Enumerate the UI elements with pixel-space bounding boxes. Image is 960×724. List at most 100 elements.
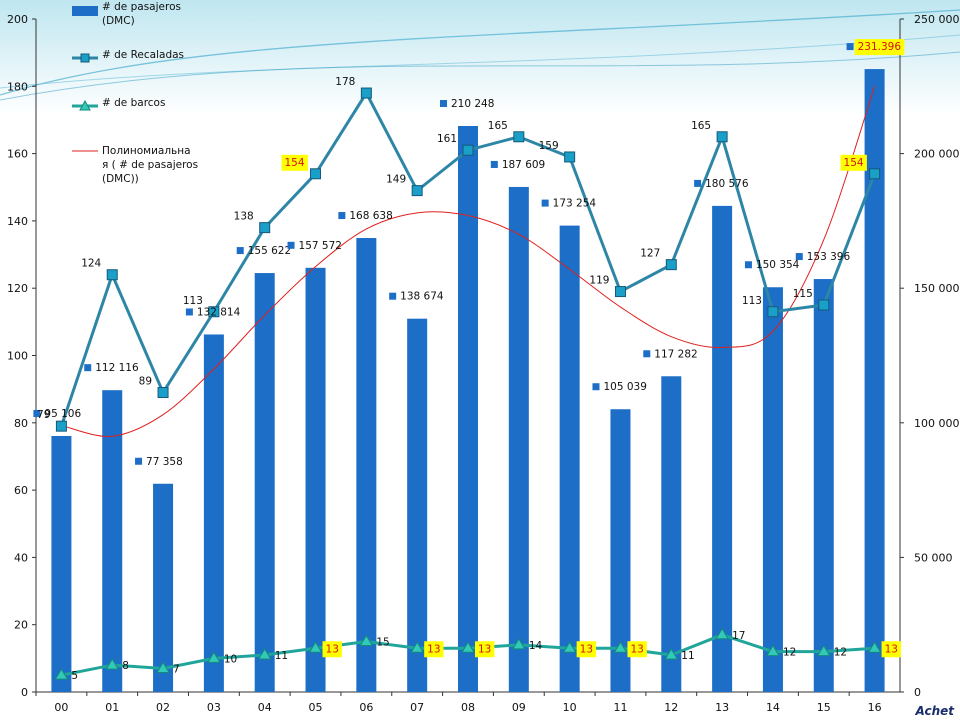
recaladas-marker bbox=[259, 222, 271, 234]
recaladas-value-label: 138 bbox=[234, 211, 254, 223]
recaladas-marker bbox=[564, 151, 576, 163]
barcos-marker bbox=[867, 641, 882, 653]
recaladas-marker bbox=[106, 269, 118, 281]
right-tick-label: 0 bbox=[914, 686, 921, 699]
trendline-polynomial bbox=[61, 86, 876, 437]
left-tick-label: 120 bbox=[7, 282, 28, 295]
recaladas-value-label: 178 bbox=[335, 76, 355, 88]
bar-label-marker bbox=[236, 247, 244, 255]
x-tick-label: 11 bbox=[613, 701, 627, 714]
label-highlight bbox=[576, 641, 597, 658]
barcos-value-label: 5 bbox=[71, 670, 78, 682]
barcos-value-label: 7 bbox=[173, 663, 180, 675]
barcos-value-label: 13 bbox=[630, 643, 643, 655]
x-tick-label: 02 bbox=[156, 701, 170, 714]
barcos-value-label: 10 bbox=[224, 653, 237, 665]
recaladas-value-label: 119 bbox=[589, 275, 609, 287]
bar-label-marker bbox=[338, 212, 346, 220]
legend-label-barcos: # de barcos bbox=[102, 96, 165, 110]
label-highlight bbox=[322, 641, 342, 658]
barcos-value-label: 13 bbox=[326, 643, 339, 655]
bar-value-label: 138 674 bbox=[400, 291, 444, 303]
legend-item-trend: Полиномиальна я ( # de pasajeros (DMC)) bbox=[72, 144, 212, 204]
recaladas-value-label: 127 bbox=[640, 248, 660, 260]
decor-wave-3 bbox=[0, 51, 960, 101]
bar-value-label: 155 622 bbox=[248, 245, 291, 257]
bar-value-label: 180 576 bbox=[705, 178, 749, 190]
bar-value-label: 132 814 bbox=[197, 306, 241, 318]
barcos-marker bbox=[105, 658, 120, 670]
right-tick-label: 50 000 bbox=[914, 551, 953, 564]
bar-pasajeros bbox=[407, 318, 428, 692]
x-tick-label: 08 bbox=[461, 701, 475, 714]
recaladas-value-label: 165 bbox=[488, 120, 508, 132]
barcos-value-label: 14 bbox=[529, 640, 543, 652]
recaladas-marker bbox=[157, 387, 169, 399]
right-tick-label: 150 000 bbox=[914, 282, 960, 295]
bar-pasajeros bbox=[51, 435, 72, 692]
legend-label-line: # de barcos bbox=[102, 97, 166, 109]
bar-pasajeros bbox=[254, 273, 275, 692]
recaladas-marker bbox=[360, 87, 372, 99]
x-tick-label: 06 bbox=[359, 701, 373, 714]
bar-pasajeros bbox=[508, 186, 529, 692]
bar-value-label: 77 358 bbox=[146, 456, 183, 468]
barcos-marker bbox=[766, 644, 780, 657]
recaladas-marker bbox=[767, 306, 779, 318]
bar-label-marker bbox=[592, 383, 600, 391]
label-highlight bbox=[627, 641, 647, 658]
left-tick-label: 100 bbox=[7, 350, 28, 363]
recaladas-marker bbox=[513, 131, 525, 143]
bar-label-marker bbox=[744, 261, 752, 269]
bar-label-marker bbox=[846, 43, 854, 51]
bar-pasajeros bbox=[813, 279, 834, 692]
legend-label-line: (DMC) bbox=[102, 15, 135, 27]
legend-swatch-line-square bbox=[72, 53, 98, 63]
bar-label-marker bbox=[694, 179, 702, 187]
barcos-value-label: 13 bbox=[478, 643, 491, 655]
barcos-value-label: 17 bbox=[732, 630, 745, 642]
left-tick-label: 200 bbox=[7, 13, 28, 26]
bar-pasajeros bbox=[762, 287, 783, 692]
recaladas-value-label: 154 bbox=[284, 157, 304, 169]
recaladas-value-label: 124 bbox=[81, 258, 101, 270]
bar-pasajeros bbox=[102, 390, 123, 692]
barcos-value-label: 13 bbox=[427, 643, 440, 655]
x-tick-label: 12 bbox=[664, 701, 678, 714]
lines-layer bbox=[54, 87, 882, 680]
recaladas-marker bbox=[55, 420, 67, 432]
recaladas-value-label: 165 bbox=[691, 120, 711, 132]
label-highlight bbox=[854, 39, 905, 56]
trend-layer bbox=[61, 86, 876, 437]
barcos-marker bbox=[359, 634, 374, 647]
legend-label-line: # de Recaladas bbox=[102, 49, 185, 61]
bar-value-label: 231.396 bbox=[858, 41, 902, 53]
x-tick-label: 15 bbox=[817, 701, 831, 714]
barcos-value-label: 12 bbox=[783, 647, 796, 659]
x-tick-label: 03 bbox=[207, 701, 221, 714]
bar-label-marker bbox=[389, 292, 397, 300]
bar-label-marker bbox=[84, 364, 92, 372]
legend-swatch-trend bbox=[72, 150, 98, 152]
bar-label-marker bbox=[643, 350, 651, 358]
recaladas-value-label: 89 bbox=[139, 376, 152, 388]
recaladas-marker bbox=[462, 144, 474, 156]
barcos-marker bbox=[206, 651, 221, 663]
x-tick-label: 07 bbox=[410, 701, 424, 714]
label-highlight bbox=[881, 641, 901, 658]
left-tick-label: 40 bbox=[14, 551, 28, 564]
barcos-marker bbox=[461, 641, 475, 653]
barcos-marker bbox=[511, 637, 526, 650]
bar-value-label: 187 609 bbox=[502, 159, 545, 171]
bar-pasajeros bbox=[864, 69, 885, 692]
bar-label-marker bbox=[795, 253, 803, 261]
legend-label-recaladas: # de Recaladas bbox=[102, 48, 184, 62]
label-highlight bbox=[840, 154, 867, 171]
x-tick-label: 13 bbox=[715, 701, 729, 714]
bar-label-marker bbox=[135, 457, 143, 465]
legend-item-recaladas: # de Recaladas bbox=[72, 48, 212, 96]
x-tick-label: 16 bbox=[868, 701, 882, 714]
barcos-value-label: 13 bbox=[885, 643, 898, 655]
recaladas-value-label: 159 bbox=[539, 140, 559, 152]
